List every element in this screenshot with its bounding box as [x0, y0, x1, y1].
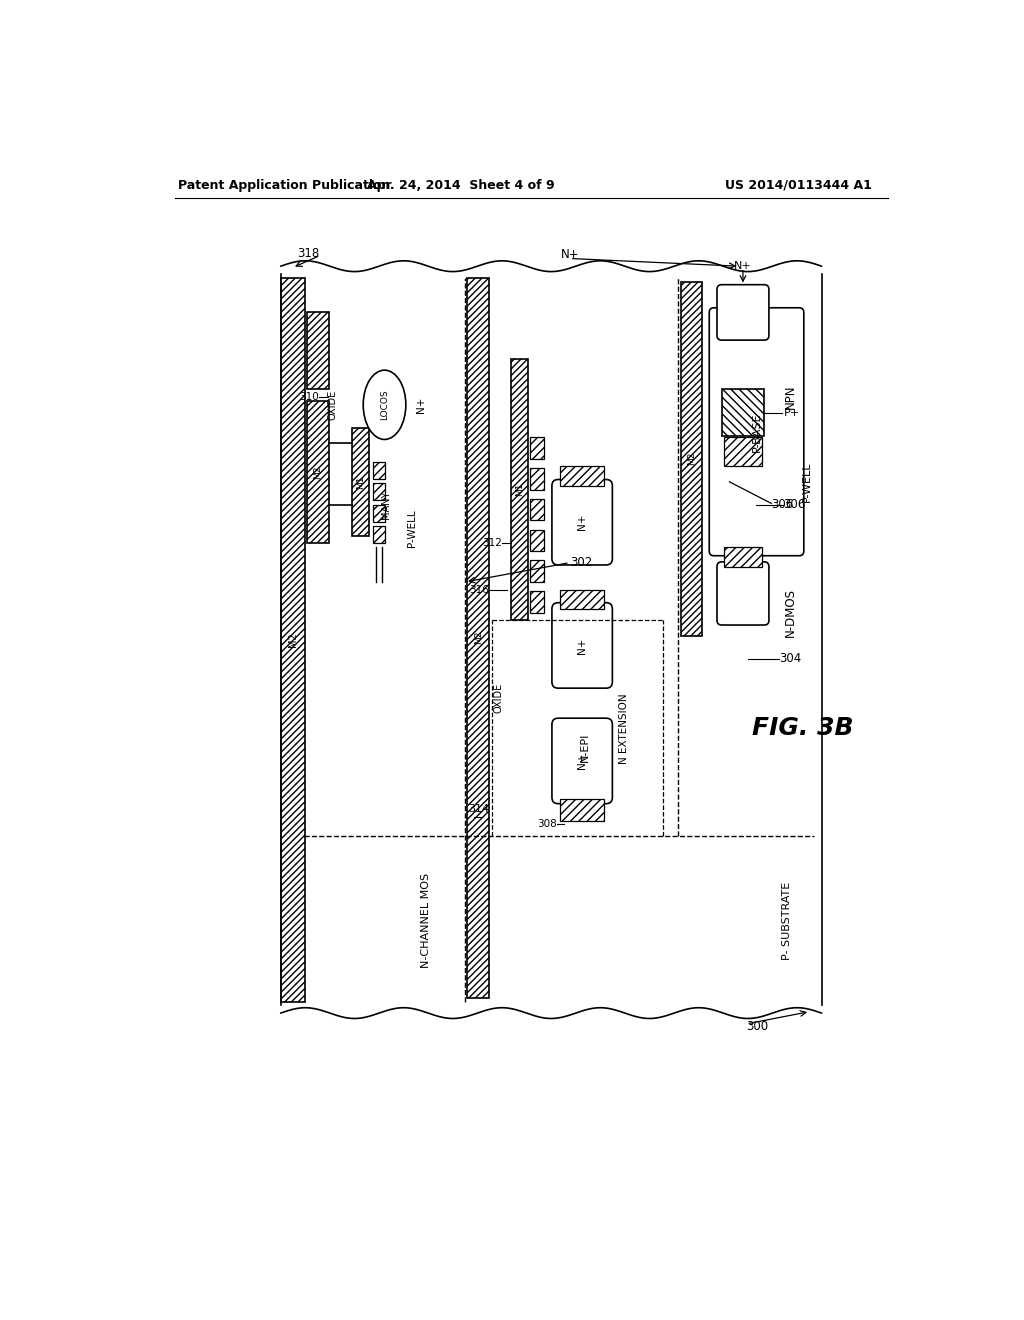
Bar [373, 462, 385, 479]
Bar [560, 799, 604, 821]
Text: N-EPI: N-EPI [581, 733, 590, 762]
Text: 306: 306 [783, 499, 805, 511]
Ellipse shape [364, 370, 406, 440]
FancyBboxPatch shape [552, 479, 612, 565]
Text: N+: N+ [417, 396, 426, 413]
Text: 300: 300 [746, 1019, 769, 1032]
Bar [511, 359, 528, 620]
Bar [724, 548, 762, 566]
Bar [530, 469, 544, 490]
Text: M1: M1 [515, 483, 524, 496]
Bar [352, 428, 369, 536]
Bar [373, 527, 385, 544]
Bar [530, 529, 544, 552]
Bar [530, 499, 544, 520]
Text: P-WELL: P-WELL [802, 462, 812, 502]
Bar [467, 277, 489, 998]
Bar [307, 401, 329, 544]
Bar [307, 313, 329, 389]
Bar [560, 466, 604, 486]
Text: N+: N+ [578, 638, 587, 653]
Text: N+: N+ [734, 261, 752, 271]
Text: NPN: NPN [784, 385, 797, 409]
Text: N-CHANNEL MOS: N-CHANNEL MOS [421, 873, 431, 969]
Bar [511, 359, 528, 620]
Text: M1: M1 [356, 475, 365, 488]
Bar [530, 469, 544, 490]
Bar [530, 561, 544, 582]
Text: LOCOS: LOCOS [380, 389, 389, 420]
FancyBboxPatch shape [717, 285, 769, 341]
Bar [530, 591, 544, 612]
Text: FIG. 3B: FIG. 3B [752, 717, 853, 741]
Text: 310: 310 [299, 392, 318, 403]
Bar [560, 590, 604, 609]
Text: M2: M2 [288, 632, 298, 647]
FancyBboxPatch shape [717, 562, 769, 626]
Bar [530, 591, 544, 612]
Text: P+: P+ [783, 408, 800, 417]
Bar [373, 483, 385, 500]
Text: P-WELL: P-WELL [408, 510, 418, 546]
Bar [722, 389, 764, 436]
Bar [530, 437, 544, 459]
Bar [281, 277, 305, 1002]
FancyBboxPatch shape [552, 718, 612, 804]
Text: 318: 318 [297, 247, 319, 260]
Text: Apr. 24, 2014  Sheet 4 of 9: Apr. 24, 2014 Sheet 4 of 9 [368, 178, 555, 191]
Bar [530, 561, 544, 582]
Bar [530, 499, 544, 520]
Text: MANY: MANY [381, 491, 390, 519]
Text: N+: N+ [578, 513, 587, 531]
Text: 304: 304 [779, 652, 801, 665]
Text: 308: 308 [537, 820, 557, 829]
Bar [560, 590, 604, 609]
Bar [724, 437, 762, 466]
Text: M2: M2 [687, 451, 696, 466]
Text: P- SUBSTRATE: P- SUBSTRATE [781, 882, 792, 960]
Bar [373, 506, 385, 521]
Text: N EXTENSION: N EXTENSION [618, 693, 629, 763]
Text: 306: 306 [771, 499, 794, 511]
Bar [724, 437, 762, 466]
Bar [681, 281, 702, 636]
Text: OXIDE: OXIDE [328, 389, 338, 420]
Bar [307, 401, 329, 544]
Text: M2: M2 [313, 466, 323, 479]
Bar [530, 437, 544, 459]
Text: 302: 302 [569, 556, 592, 569]
Bar [373, 483, 385, 500]
Bar [724, 548, 762, 566]
Bar [281, 277, 305, 1002]
Text: 312: 312 [481, 539, 502, 548]
Bar [722, 389, 764, 436]
Text: N+: N+ [578, 752, 587, 770]
Text: N+: N+ [560, 248, 579, 261]
Bar [560, 799, 604, 821]
Bar [373, 506, 385, 521]
Bar [530, 529, 544, 552]
Text: Patent Application Publication: Patent Application Publication [178, 178, 391, 191]
Text: M2: M2 [474, 631, 482, 644]
Text: 316: 316 [469, 585, 489, 594]
Text: P-BASE: P-BASE [752, 412, 762, 451]
Bar [307, 313, 329, 389]
Bar [352, 428, 369, 536]
Text: 314: 314 [468, 804, 488, 814]
FancyBboxPatch shape [710, 308, 804, 556]
Text: N-DMOS: N-DMOS [784, 589, 797, 638]
Text: OXIDE: OXIDE [494, 682, 504, 713]
Bar [681, 281, 702, 636]
Bar [560, 466, 604, 486]
Text: US 2014/0113444 A1: US 2014/0113444 A1 [725, 178, 872, 191]
FancyBboxPatch shape [552, 603, 612, 688]
Bar [373, 527, 385, 544]
Bar [373, 462, 385, 479]
Bar [467, 277, 489, 998]
